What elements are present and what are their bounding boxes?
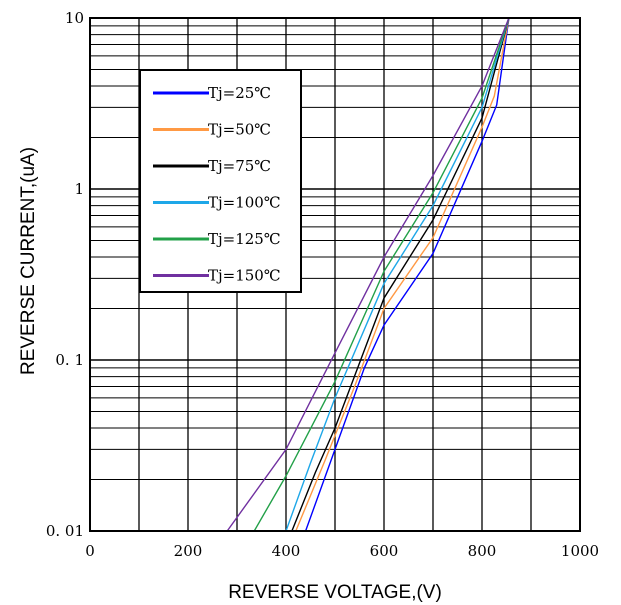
y-axis-title: REVERSE CURRENT,(uA): [18, 147, 39, 375]
plot-frame: [89, 17, 581, 532]
y-tick-label: 10: [65, 9, 84, 27]
x-tick-label: 400: [272, 542, 301, 560]
legend-box: [139, 69, 302, 293]
x-tick-label: 0: [85, 542, 95, 560]
tick-labels: 0 200 400 600 800 1000 0. 01 0. 1 1 10: [46, 9, 599, 560]
series-line: [295, 17, 510, 532]
x-tick-label: 1000: [561, 542, 599, 560]
x-tick-label: 800: [468, 542, 497, 560]
legend-label: Tj=50℃: [208, 121, 271, 139]
legend-label: Tj=150℃: [208, 267, 281, 285]
legend: Tj=25℃ Tj=50℃ Tj=75℃ Tj=100℃ Tj=125℃ Tj=150℃: [139, 69, 302, 293]
x-tick-label: 200: [174, 542, 203, 560]
y-tick-label: 0. 1: [55, 351, 84, 369]
y-tick-label: 1: [74, 180, 84, 198]
legend-label: Tj=125℃: [208, 230, 281, 248]
legend-label: Tj=75℃: [208, 157, 271, 175]
series-line: [285, 17, 510, 532]
x-axis-title: REVERSE VOLTAGE,(V): [228, 582, 442, 603]
series-line: [253, 17, 510, 532]
legend-label: Tj=100℃: [208, 194, 281, 212]
series-line: [226, 17, 510, 532]
legend-label: Tj=25℃: [208, 84, 271, 102]
series-line: [291, 17, 510, 532]
data-lines: [226, 17, 510, 532]
x-tick-label: 600: [370, 542, 399, 560]
y-tick-label: 0. 01: [46, 522, 84, 540]
series-line: [304, 17, 510, 532]
